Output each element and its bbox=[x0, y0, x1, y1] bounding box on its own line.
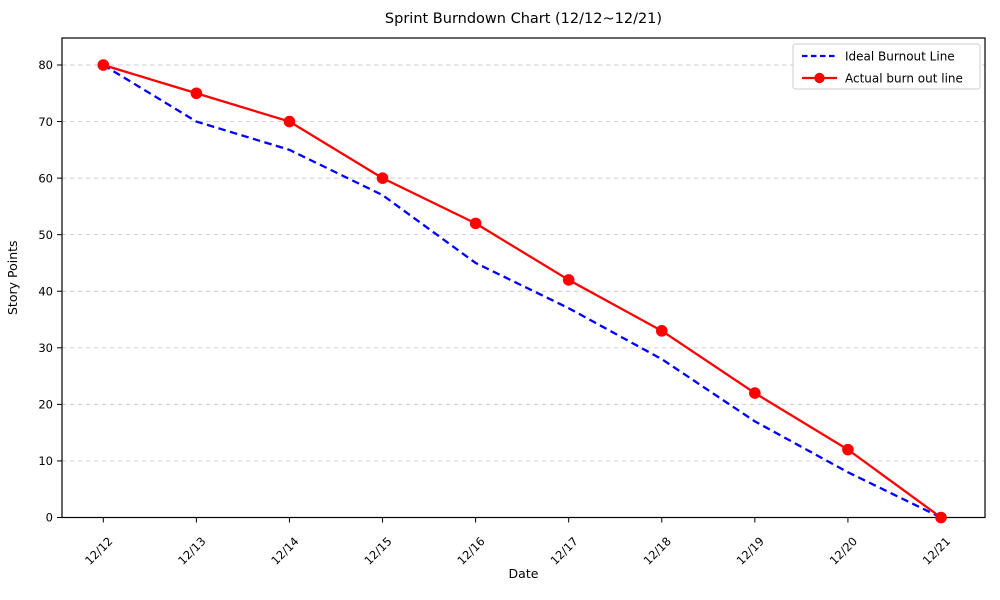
y-tick-label: 30 bbox=[38, 341, 53, 355]
actual-burnout-line bbox=[102, 63, 942, 519]
x-axis-label: Date bbox=[509, 566, 539, 581]
plot-frame bbox=[61, 37, 986, 519]
y-tick-label: 20 bbox=[38, 398, 53, 412]
y-tick-label: 10 bbox=[38, 454, 53, 468]
y-axis-label: Story Points bbox=[5, 240, 20, 315]
actual-point-12/14 bbox=[283, 115, 296, 128]
actual-point-12/19 bbox=[749, 387, 761, 399]
chart-title: Sprint Burndown Chart (12/12~12/21) bbox=[385, 11, 662, 27]
y-tick-label: 50 bbox=[38, 228, 53, 242]
actual-point-12/15 bbox=[376, 172, 389, 184]
legend-box bbox=[792, 43, 981, 90]
legend-actual-marker bbox=[814, 72, 825, 84]
y-tick-label: 40 bbox=[38, 284, 53, 298]
y-tick-label: 60 bbox=[38, 171, 53, 185]
actual-point-12/16 bbox=[469, 217, 482, 230]
legend-label-ideal: Ideal Burnout Line bbox=[845, 49, 955, 63]
y-tick-label: 70 bbox=[38, 115, 53, 129]
actual-point-12/17 bbox=[562, 274, 575, 286]
actual-point-12/20 bbox=[842, 443, 854, 456]
y-tick-label: 0 bbox=[46, 511, 53, 525]
ideal-burnout-line bbox=[102, 64, 942, 519]
actual-point-12/12 bbox=[97, 59, 110, 71]
y-tick-label: 80 bbox=[38, 58, 53, 72]
legend-label-actual: Actual burn out line bbox=[845, 71, 963, 85]
actual-point-12/18 bbox=[655, 325, 668, 337]
actual-point-12/21 bbox=[935, 511, 947, 524]
actual-point-12/13 bbox=[190, 87, 203, 100]
